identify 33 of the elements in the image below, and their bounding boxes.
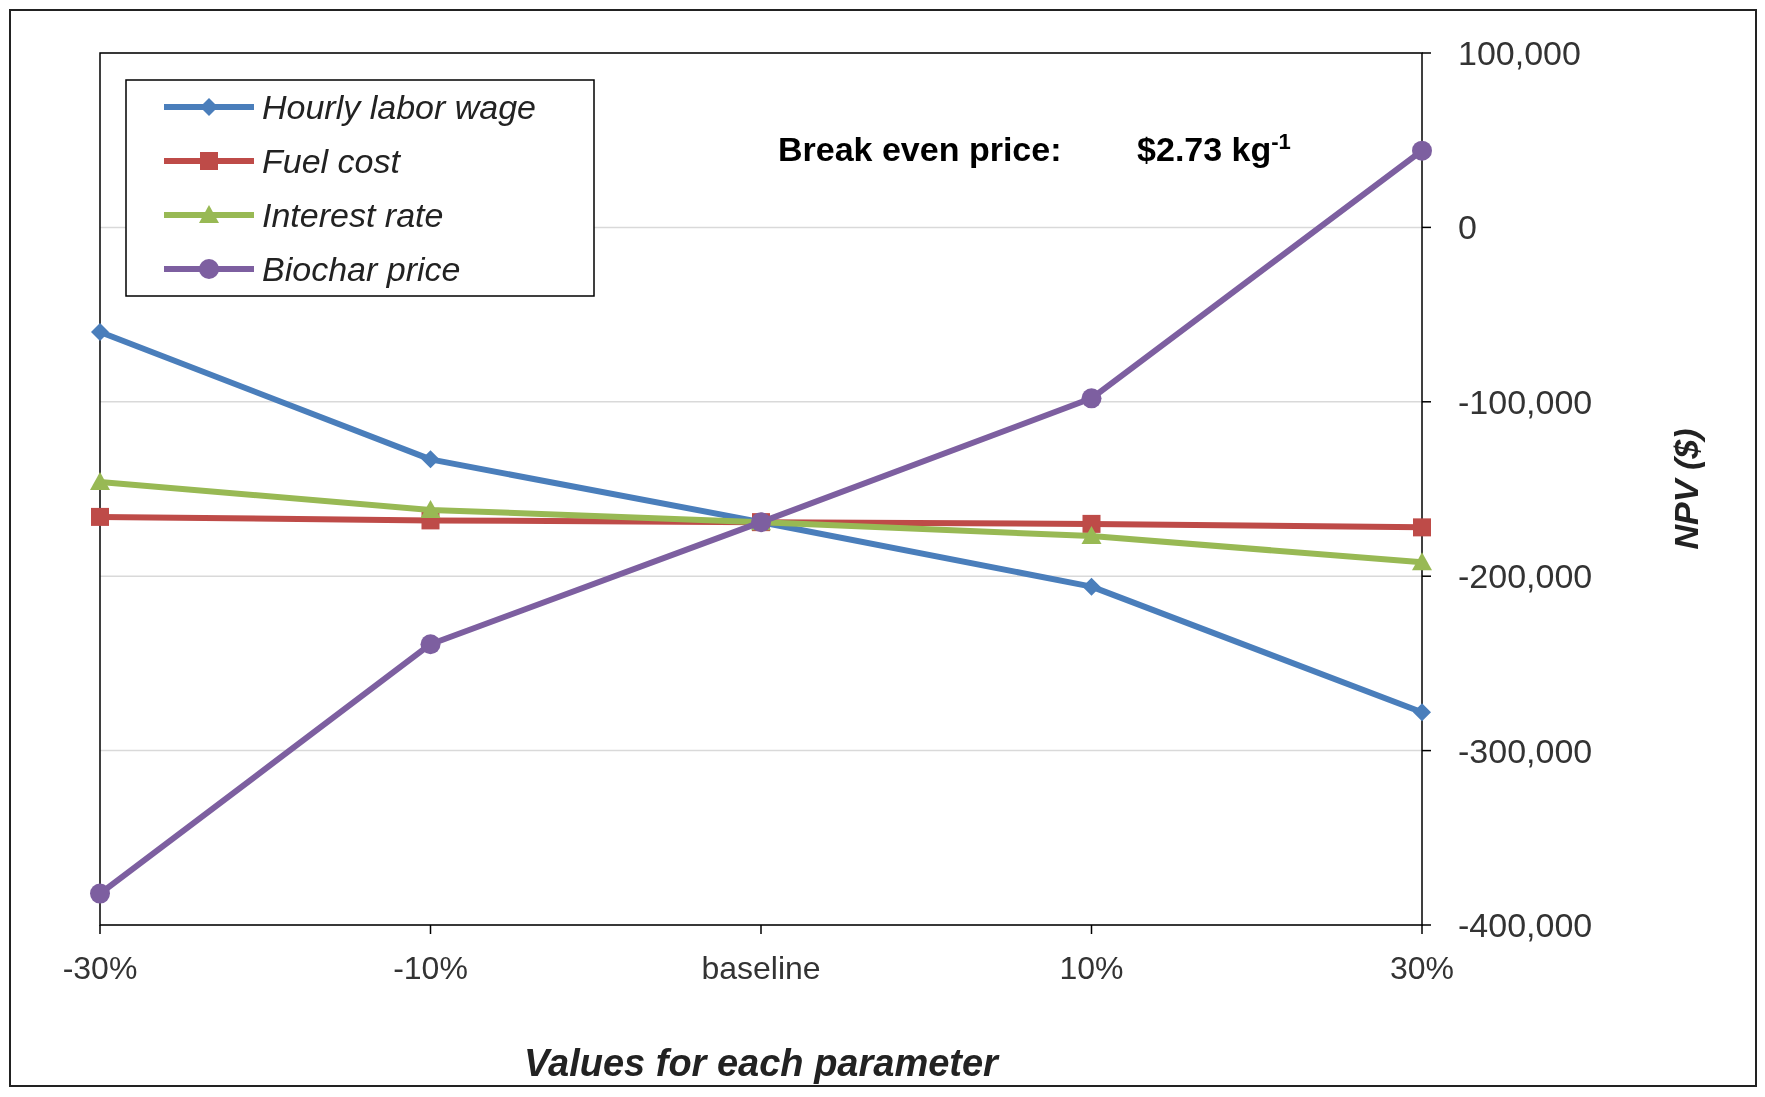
- x-tick-label: 10%: [1059, 950, 1124, 986]
- y-tick-label: 100,000: [1458, 33, 1581, 72]
- y-tick-label: 0: [1458, 208, 1477, 247]
- point: [1082, 514, 1101, 533]
- y-tick-label: -100,000: [1458, 382, 1593, 421]
- y-tick-label: -300,000: [1458, 731, 1593, 770]
- point: [1081, 526, 1102, 545]
- point: [1413, 518, 1431, 537]
- x-tick-label: baseline: [701, 950, 821, 986]
- annotation: Break even price: $2.73 kg$^{-1}$: [778, 128, 1291, 168]
- legend-label: Interest rate: [262, 195, 444, 234]
- point: [90, 472, 110, 491]
- legend-label: Fuel cost: [262, 141, 402, 180]
- legend-label: Biochar price: [262, 249, 461, 288]
- point: [1412, 140, 1432, 161]
- point: [420, 634, 441, 655]
- point: [1412, 552, 1432, 571]
- y-tick-label: -200,000: [1458, 557, 1593, 596]
- point: [91, 323, 109, 342]
- legend-label: Hourly labor wage: [262, 87, 537, 126]
- point: [420, 499, 441, 518]
- y-tick-label: -400,000: [1458, 905, 1593, 944]
- point: [421, 450, 440, 469]
- x-tick-label: -10%: [393, 950, 468, 986]
- point: [1081, 388, 1102, 409]
- point: [90, 883, 110, 904]
- x-tick-label: -30%: [62, 950, 138, 986]
- y-axis-title: NPV ($): [1667, 428, 1705, 550]
- x-axis-title: Values for each parameter: [524, 1042, 1001, 1084]
- point: [1413, 703, 1431, 722]
- x-tick-label: 30%: [1389, 950, 1455, 986]
- point: [1082, 577, 1101, 596]
- point: [91, 507, 109, 526]
